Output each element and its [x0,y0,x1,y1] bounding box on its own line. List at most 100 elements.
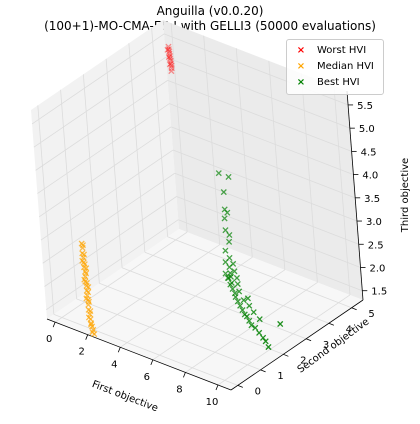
y-tick [283,353,289,357]
legend-item-median: × Median HVI [295,60,374,74]
x-axis-line [46,318,232,391]
z-tick-label: 4.5 [361,147,377,158]
z-tick-label: 2.0 [370,263,386,274]
y-tick [260,369,266,373]
legend-marker-worst: × [296,45,306,56]
data-point-median-hvi [88,321,95,328]
gridline-y [82,74,100,284]
z-tick-label: 5.5 [357,101,373,112]
data-point-worst-hvi [167,55,174,62]
y-axis-line [230,299,364,391]
x-tick [117,347,121,353]
data-point-best-hvi [222,247,229,254]
gridline-z [167,80,352,152]
data-point-median-hvi [91,331,98,338]
data-point-best-hvi [220,189,227,196]
gridline-y [76,298,261,371]
gridline-x [268,60,286,270]
gridline-z [178,219,363,292]
data-point-median-hvi [85,283,92,291]
x-tick [215,384,219,391]
gridline-z [165,56,350,129]
data-point-best-hvi [240,297,247,304]
gridline-z [176,196,361,268]
data-point-best-hvi [250,309,257,316]
data-point-best-hvi [226,231,233,239]
x-tick [150,359,154,365]
y-tick-label: 2 [300,355,306,366]
data-point-best-hvi [231,268,238,275]
data-point-best-hvi [262,338,269,345]
x-tick [85,334,89,340]
data-point-best-hvi [236,288,243,295]
data-point-best-hvi [222,227,229,234]
y-tick-label: 3 [323,340,329,351]
data-point-best-hvi [234,280,241,288]
gridline-x [203,35,221,245]
gridline-z [174,172,359,245]
data-point-worst-hvi [165,43,172,50]
y-tick-label: 0 [255,386,261,397]
data-point-worst-hvi [166,53,174,60]
y-tick [237,384,243,388]
data-point-worst-hvi [167,60,175,67]
data-point-best-hvi [229,285,236,293]
gridline-x [301,73,318,283]
x-tick-label: 2 [79,347,85,358]
gridline-z [38,126,172,218]
x-axis-title: First objective [90,379,159,414]
chart-title: Anguilla (v0.0.20) [156,4,264,18]
gridline-z [169,103,354,175]
data-point-best-hvi [224,274,231,281]
z-axis-title: Third objective [400,158,411,233]
gridline-y [167,236,352,309]
data-point-best-hvi [226,238,233,245]
data-point-median-hvi [85,314,93,321]
data-point-best-hvi [239,307,246,314]
x-tick [52,321,56,328]
gridline-y [53,313,238,386]
data-point-best-hvi [215,170,222,177]
data-point-best-hvi [232,293,239,301]
gridline-y [60,89,77,299]
x-tick-label: 6 [144,372,150,383]
data-point-worst-hvi [165,46,172,53]
data-point-median-hvi [83,270,90,277]
legend-item-best: × Best HVI [295,76,360,90]
data-point-best-hvi [222,270,229,277]
data-point-worst-hvi [165,54,172,61]
data-point-median-hvi [87,308,94,315]
data-point-median-hvi [83,295,90,302]
gridline-y [151,27,169,237]
legend-marker-median: × [296,61,306,72]
x-tick-label: 10 [206,397,219,408]
gridline-x [87,244,220,336]
data-point-worst-hvi [166,50,173,57]
gridline-y [144,251,330,324]
gridline-y [121,267,307,340]
gridline-y [37,105,55,315]
data-point-worst-hvi [166,61,173,68]
gridline-z [172,149,358,222]
data-point-best-hvi [222,259,229,266]
z-axis-line [346,90,364,301]
z-tick-label: 2.5 [368,240,384,251]
data-point-best-hvi [246,302,253,309]
y-tick-label: 1 [277,371,283,382]
data-point-median-hvi [83,265,90,272]
data-point-best-hvi [221,215,228,222]
z-tick-label: 3.0 [366,217,382,228]
data-point-best-hvi [224,209,231,216]
data-point-best-hvi [234,298,241,305]
data-point-best-hvi [244,295,251,302]
z-tick-label: 1.5 [371,287,387,298]
data-point-best-hvi [256,329,263,336]
chart-subtitle: (100+1)-MO-CMA-ES-I with GELLI3 (50000 e… [44,19,376,33]
gridline-x [185,282,318,373]
gridline-z [44,196,177,287]
gridline-z [171,126,356,199]
data-point-best-hvi [277,320,284,328]
y-tick-label: 5 [368,309,374,320]
z-tick-label: 4.0 [362,171,378,182]
